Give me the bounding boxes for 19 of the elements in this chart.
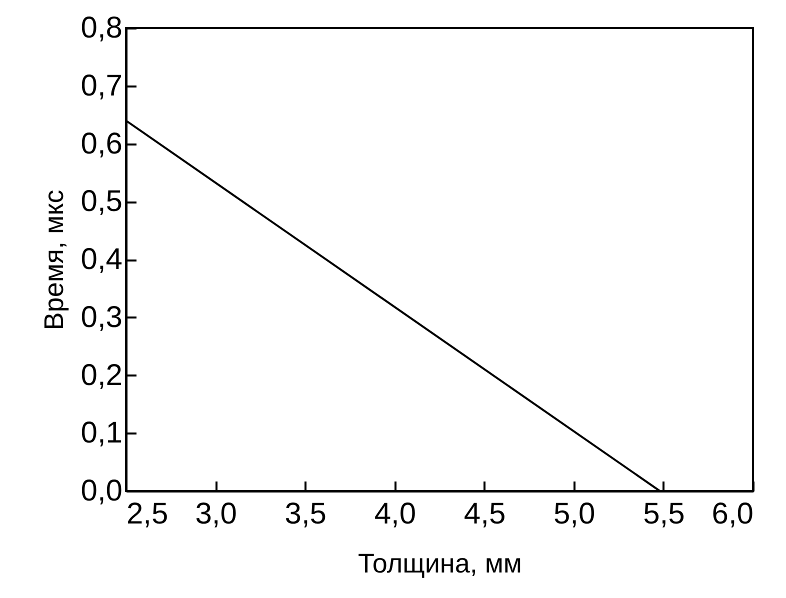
x-tick-label: 4,5 [464,498,506,530]
y-tick-label: 0,2 [80,358,122,392]
x-tick-label: 3,0 [195,498,237,530]
x-tick-label: 5,5 [643,498,685,530]
y-tick-label: 0,6 [80,127,122,160]
y-tick-label: 0,0 [80,474,122,508]
y-tick-label: 0,7 [80,69,122,102]
x-tick-label: 6,0 [712,498,754,530]
y-tick-label: 0,5 [80,185,122,218]
x-tick-label: 4,0 [374,498,416,530]
y-tick-label: 0,3 [80,300,122,334]
x-axis-title: Толщина, мм [358,548,522,578]
x-tick-label: 3,5 [284,498,326,530]
y-tick-label: 0,8 [80,12,122,44]
x-tick-label: 5,0 [554,498,596,530]
y-tick-label: 0,1 [80,416,122,450]
y-axis-title: Время, мкс [38,190,69,330]
y-tick-label: 0,4 [80,243,122,276]
x-tick-label: 2,5 [126,498,168,530]
